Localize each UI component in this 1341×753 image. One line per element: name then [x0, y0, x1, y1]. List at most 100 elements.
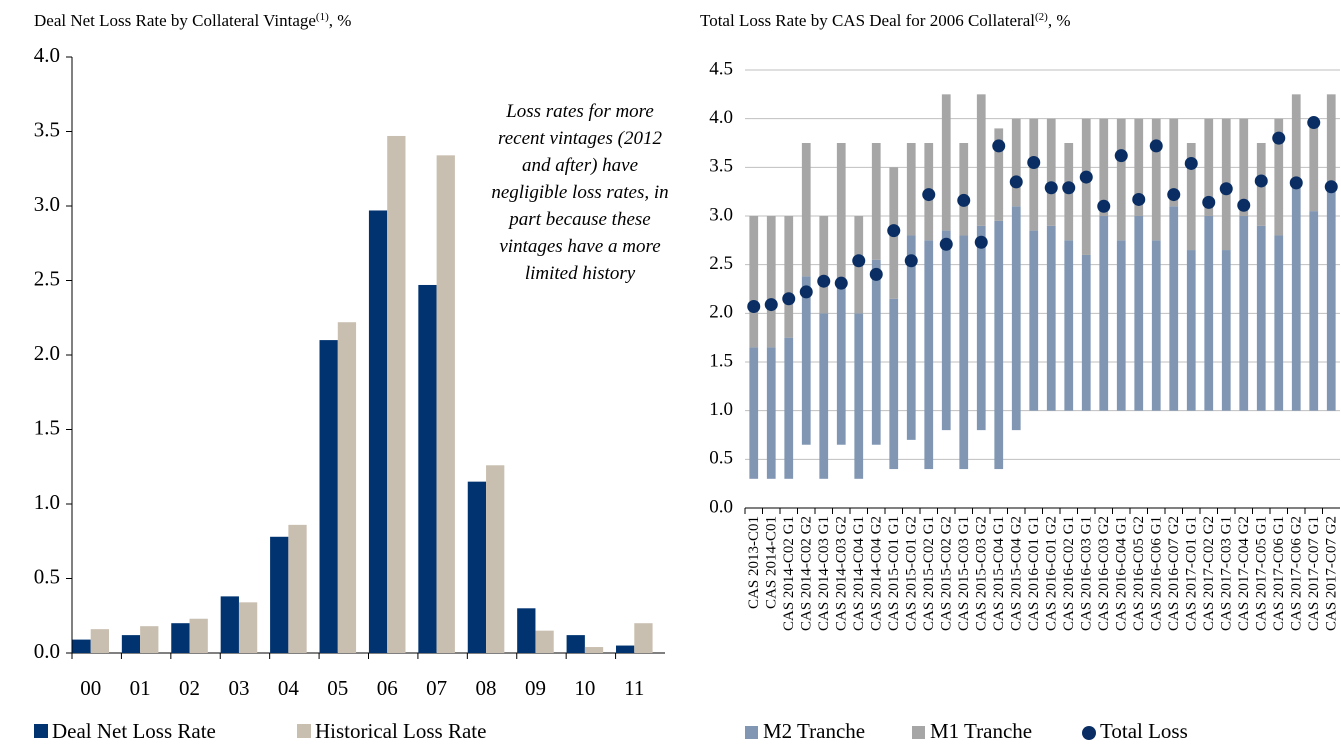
x-tick-label: CAS 2017-C03 G1: [1219, 516, 1235, 631]
dot: [782, 292, 796, 306]
dot: [1009, 175, 1023, 189]
dot: [764, 298, 778, 312]
bar-segment: [924, 240, 934, 470]
bar: [171, 623, 190, 653]
bar-segment: [1239, 118, 1249, 216]
legend-label: Deal Net Loss Rate: [52, 719, 216, 743]
x-tick-label: CAS 2014-C02 G1: [781, 516, 797, 631]
bar-segment: [1169, 118, 1179, 207]
legend-swatch: [745, 726, 758, 739]
bar-segment: [1099, 118, 1109, 216]
dot: [1062, 181, 1076, 195]
bar: [220, 596, 239, 653]
bar-segment: [1291, 94, 1301, 187]
dot: [1027, 155, 1041, 169]
bar-segment: [1099, 216, 1109, 411]
dot: [1219, 182, 1233, 196]
x-tick-label: CAS 2014-C04 G2: [869, 516, 885, 631]
y-tick-label: 3.0: [34, 192, 60, 216]
x-tick-label: 01: [130, 676, 151, 700]
title-note: (2): [1035, 11, 1048, 23]
dot: [1114, 149, 1128, 163]
x-tick-label: CAS 2014-C03 G1: [816, 516, 832, 631]
x-tick-label: CAS 2014-C02 G2: [799, 516, 815, 631]
bar-segment: [801, 143, 811, 277]
bar: [467, 481, 487, 653]
legend-swatch: [34, 724, 48, 738]
dot: [1307, 116, 1321, 130]
bar-segment: [1169, 206, 1179, 411]
chart-title: Total Loss Rate by CAS Deal for 2006 Col…: [700, 11, 1070, 30]
bar-segment: [819, 216, 829, 314]
bar: [189, 618, 208, 653]
bar-segment: [1046, 118, 1056, 226]
bar-segment: [1046, 225, 1056, 411]
annotation: Loss rates for more recent vintages (201…: [491, 101, 669, 284]
x-tick-label: CAS 2016-C04 G1: [1114, 516, 1130, 631]
bar-segment: [784, 216, 794, 338]
bar-segment: [836, 282, 846, 445]
bar-segment: [1204, 118, 1214, 216]
y-tick-label: 4.0: [34, 43, 60, 67]
y-tick-label: 1.5: [709, 350, 733, 371]
dot: [1132, 192, 1146, 206]
bar-segment: [941, 230, 951, 431]
y-tick-label: 4.0: [709, 107, 733, 128]
chart-title: Deal Net Loss Rate by Collateral Vintage…: [34, 11, 351, 30]
bar-segment: [871, 259, 881, 445]
bar: [121, 635, 141, 653]
bar-segment: [959, 143, 969, 236]
bar-segment: [1274, 235, 1284, 411]
x-tick-label: CAS 2015-C03 G2: [974, 516, 990, 631]
x-tick-label: CAS 2014-C04 G1: [851, 516, 867, 631]
x-tick-label: CAS 2016-C01 G2: [1044, 516, 1060, 631]
bar-segment: [1309, 211, 1319, 411]
dot: [1079, 170, 1093, 184]
dot: [992, 139, 1006, 153]
x-tick-label: CAS 2017-C07 G2: [1324, 516, 1340, 631]
bar: [319, 340, 338, 653]
bar: [270, 536, 289, 653]
y-tick-label: 3.0: [709, 204, 733, 225]
x-tick-label: CAS 2016-C03 G1: [1079, 516, 1095, 631]
y-tick-label: 2.5: [709, 253, 733, 274]
x-tick-label: 07: [426, 676, 447, 700]
legend-label: Historical Loss Rate: [315, 719, 486, 743]
dot: [1149, 139, 1163, 153]
y-tick-label: 1.5: [34, 415, 60, 439]
title-unit: , %: [329, 11, 352, 30]
title-unit: , %: [1048, 11, 1071, 30]
x-tick-label: CAS 2014-C01: [764, 516, 780, 609]
bar-segment: [959, 235, 969, 470]
bar-segment: [1116, 118, 1126, 241]
x-tick-label: CAS 2017-C01 G1: [1184, 516, 1200, 631]
x-tick-label: 02: [179, 676, 200, 700]
bar-segment: [1326, 191, 1336, 411]
legend-label: Total Loss: [1100, 719, 1188, 743]
bar-segment: [1151, 240, 1161, 411]
bar: [238, 602, 258, 653]
bar-segment: [1291, 186, 1301, 411]
x-tick-label: CAS 2015-C03 G1: [956, 516, 972, 631]
x-tick-label: 03: [228, 676, 249, 700]
bar-segment: [1029, 118, 1039, 231]
x-tick-label: CAS 2015-C04 G1: [991, 516, 1007, 631]
y-tick-label: 4.5: [709, 58, 733, 79]
y-tick-label: 3.5: [709, 156, 733, 177]
bar: [418, 284, 437, 653]
dot: [1044, 181, 1058, 195]
dot: [747, 300, 761, 314]
bar-segment: [1274, 118, 1284, 236]
bar-segment: [784, 337, 794, 479]
y-tick-label: 2.0: [34, 341, 60, 365]
bar-segment: [1326, 94, 1336, 192]
bar-segment: [976, 225, 986, 431]
x-tick-label: 11: [624, 676, 644, 700]
x-tick-label: CAS 2015-C01 G1: [886, 516, 902, 631]
y-tick-label: 1.0: [34, 490, 60, 514]
bar-segment: [994, 128, 1004, 221]
bar: [140, 626, 159, 653]
dot: [1237, 198, 1251, 212]
bar: [486, 465, 505, 653]
bar-segment: [1239, 216, 1249, 411]
